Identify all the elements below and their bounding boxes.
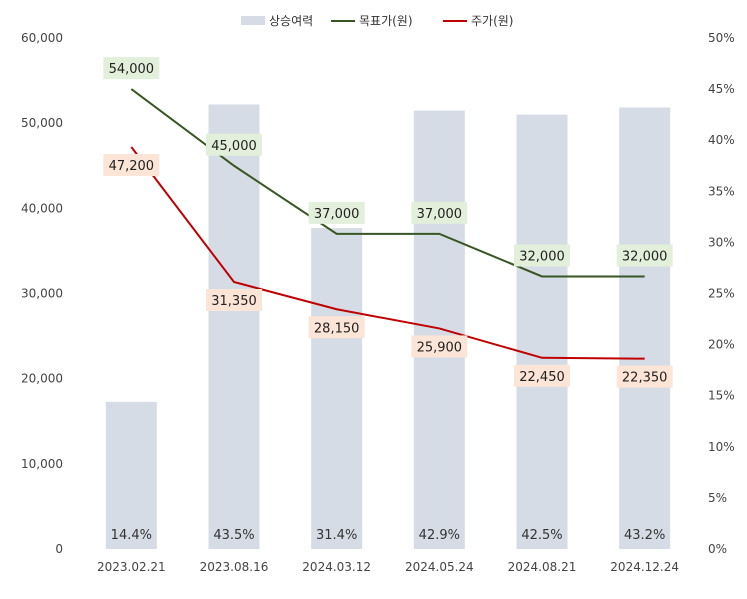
target-price-label-box [411, 201, 468, 224]
right-axis-tick-label: 20% [708, 338, 735, 352]
upside-bar [311, 228, 363, 550]
upside-bar [208, 104, 260, 550]
right-axis-tick-label: 50% [708, 31, 735, 45]
stock-price-label-group: 22,450 [514, 364, 570, 387]
stock-price-label: 28,150 [314, 321, 360, 336]
plot-area [80, 38, 696, 549]
stock-price-label-group: 25,900 [411, 335, 468, 358]
stock-price-label-group: 28,150 [308, 316, 365, 339]
stock-price-label-box [514, 364, 570, 387]
target-price-label-box [206, 133, 262, 156]
upside-label: 43.5% [213, 528, 254, 543]
legend-item: 목표가(원) [331, 14, 413, 28]
stock-price-label-box [616, 365, 673, 388]
target-price-label-group: 45,000 [206, 133, 262, 156]
x-axis-tick-label: 2024.05.24 [405, 560, 474, 574]
legend-label: 상승여력 [269, 14, 313, 28]
upside-label: 31.4% [316, 528, 357, 543]
target-price-label: 37,000 [417, 207, 463, 222]
x-axis-tick-label: 2023.02.21 [97, 560, 166, 574]
x-axis-tick-label: 2024.08.21 [508, 560, 577, 574]
target-price-label-box [308, 201, 365, 224]
right-axis-tick-label: 10% [708, 440, 735, 454]
target-price-label-group: 54,000 [103, 57, 160, 80]
stock-price-label: 47,200 [109, 159, 155, 174]
legend-label: 주가(원) [471, 14, 513, 28]
target-price-label-box [514, 244, 570, 267]
target-price-label: 32,000 [519, 249, 565, 264]
target-price-label-group: 37,000 [308, 201, 365, 224]
target-price-label-group: 32,000 [616, 244, 673, 267]
stock-price-label: 22,350 [622, 371, 668, 386]
x-axis-tick-label: 2023.08.16 [200, 560, 269, 574]
upside-bar [413, 110, 465, 549]
legend-label: 목표가(원) [359, 14, 413, 28]
stock-price-label: 22,450 [519, 370, 565, 385]
stock-price-label-group: 47,200 [103, 154, 160, 177]
target-price-label: 32,000 [622, 249, 668, 264]
target-price-label-group: 37,000 [411, 201, 468, 224]
right-axis-tick-label: 5% [708, 491, 727, 505]
left-axis-tick-label: 20,000 [21, 372, 63, 386]
right-axis-tick-label: 0% [708, 542, 727, 556]
right-axis-tick-label: 35% [708, 184, 735, 198]
legend-item: 상승여력 [241, 14, 313, 28]
target-price-label-group: 32,000 [514, 244, 570, 267]
left-axis-tick-label: 50,000 [21, 116, 63, 130]
target-price-label: 54,000 [109, 62, 155, 77]
upside-bar [516, 114, 568, 550]
stock-price-label-group: 31,350 [206, 289, 262, 312]
left-axis-tick-label: 30,000 [21, 287, 63, 301]
upside-bar [619, 107, 671, 549]
right-axis-tick-label: 15% [708, 389, 735, 403]
target-price-label-box [616, 244, 673, 267]
upside-label: 14.4% [111, 528, 152, 543]
stock-price-label: 31,350 [211, 294, 257, 309]
stock-price-line [130, 146, 645, 360]
x-axis-tick-label: 2024.12.24 [610, 560, 679, 574]
right-axis-tick-label: 45% [708, 82, 735, 96]
legend-item: 주가(원) [443, 14, 513, 28]
stock-price-label-box [411, 335, 468, 358]
left-axis-tick-label: 10,000 [21, 457, 63, 471]
target-price-label: 45,000 [211, 139, 257, 154]
stock-price-label-group: 22,350 [616, 365, 673, 388]
stock-price-label-box [103, 154, 160, 177]
legend-swatch-bar [241, 16, 265, 25]
upside-label: 43.2% [624, 528, 665, 543]
left-axis-tick-label: 40,000 [21, 201, 63, 215]
right-axis-tick-label: 25% [708, 287, 735, 301]
x-axis-tick-label: 2024.03.12 [302, 560, 371, 574]
stock-price-label-box [206, 289, 262, 312]
left-axis-tick-label: 60,000 [21, 31, 63, 45]
right-axis-tick-label: 30% [708, 235, 735, 249]
stock-price-label: 25,900 [417, 340, 463, 355]
upside-bar [105, 401, 157, 549]
right-axis-tick-label: 40% [708, 133, 735, 147]
upside-label: 42.9% [419, 528, 460, 543]
upside-label: 42.5% [521, 528, 562, 543]
left-axis-tick-label: 0 [55, 542, 63, 556]
target-price-label-box [103, 57, 160, 80]
target-price-label: 37,000 [314, 207, 360, 222]
stock-price-label-box [308, 316, 365, 339]
